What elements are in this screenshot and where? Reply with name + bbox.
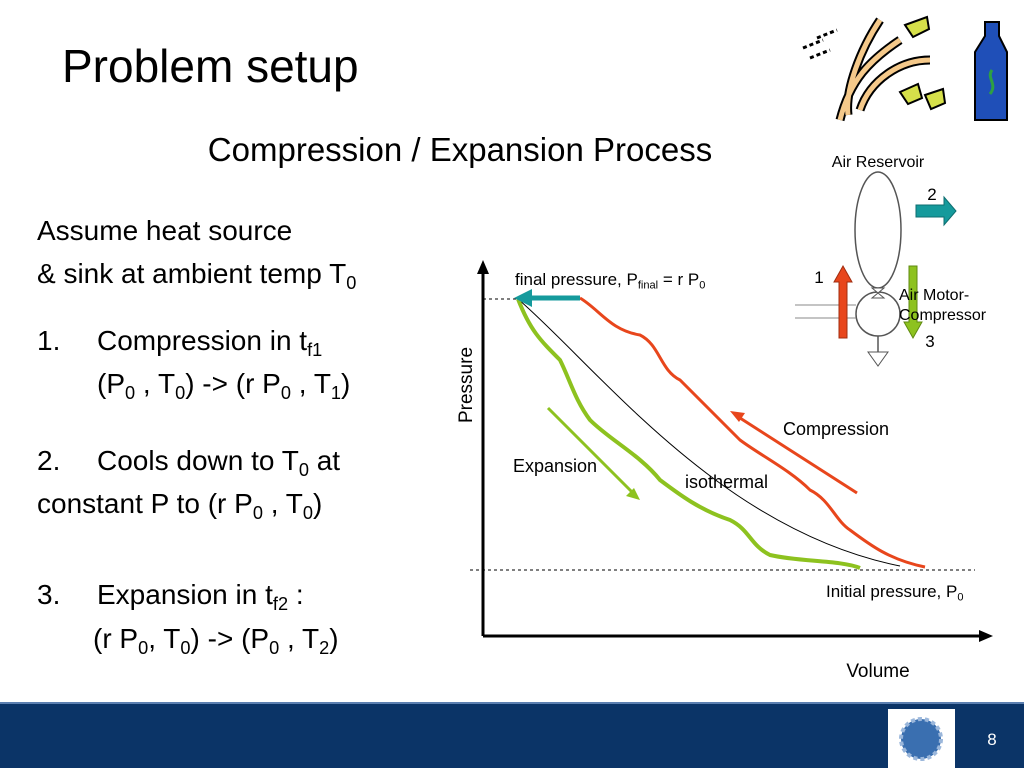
text-run: ) xyxy=(329,623,338,654)
text-run: ) xyxy=(341,368,350,399)
item-line: constant P to (r P0 , T0) xyxy=(37,488,322,523)
x-axis-label: Volume xyxy=(846,661,909,682)
text-run: Compression in t xyxy=(97,325,307,356)
motor-label: Compressor xyxy=(899,307,987,324)
motor-label: Air Motor- xyxy=(899,287,969,304)
text-run: (r P xyxy=(93,623,138,654)
initial-pressure-label: Initial pressure, P0 xyxy=(826,582,964,604)
item-line: Expansion in tf2 : xyxy=(97,579,304,614)
subscript: 0 xyxy=(957,592,963,604)
subscript: 0 xyxy=(699,280,705,292)
item-number: 1. xyxy=(37,325,60,356)
subscript: 0 xyxy=(281,383,291,403)
subscript: 0 xyxy=(303,503,313,523)
text-run: , T xyxy=(279,623,319,654)
text-run: ) -> (r P xyxy=(185,368,281,399)
text-run: , T xyxy=(135,368,175,399)
subscript: 2 xyxy=(319,638,329,658)
item-line: Compression in tf1 xyxy=(97,325,322,360)
pv-diagram: final pressure, Pfinal = r P0 Initial pr… xyxy=(456,260,993,682)
page-number: 8 xyxy=(987,730,996,749)
item-line: (P0 , T0) -> (r P0 , T1) xyxy=(97,368,350,403)
flow-label: 2 xyxy=(927,185,936,204)
slide-subtitle: Compression / Expansion Process xyxy=(208,131,712,168)
text-run: , T xyxy=(291,368,331,399)
item-line: Cools down to T0 at xyxy=(97,445,340,480)
text-run: : xyxy=(288,579,304,610)
subscript: 0 xyxy=(299,460,309,480)
subscript: 1 xyxy=(331,383,341,403)
text-run: Assume heat source xyxy=(37,215,292,246)
clipart xyxy=(802,15,1008,122)
y-axis-label: Pressure xyxy=(456,347,477,423)
compression-label: Compression xyxy=(783,419,889,439)
isothermal-label: isothermal xyxy=(685,472,768,492)
subscript: f1 xyxy=(307,340,322,360)
item-number: 2. xyxy=(37,445,60,476)
footer: 8 xyxy=(0,702,1024,768)
item-number: 3. xyxy=(37,579,60,610)
text-run: Expansion in t xyxy=(97,579,273,610)
subscript: 0 xyxy=(346,273,356,293)
final-pressure-label: final pressure, Pfinal = r P0 xyxy=(515,270,705,292)
expansion-label: Expansion xyxy=(513,456,597,476)
text-run: & sink at ambient temp T xyxy=(37,258,346,289)
reservoir-schematic: Air Reservoir 2 1 Air Motor- Compressor … xyxy=(795,154,987,367)
subscript: 0 xyxy=(138,638,148,658)
flow-label: 3 xyxy=(925,332,934,351)
intro-line: & sink at ambient temp T0 xyxy=(37,258,356,293)
intro-line: Assume heat source xyxy=(37,215,292,246)
text-run: Initial pressure, P xyxy=(826,582,957,601)
text-run: , T xyxy=(263,488,303,519)
text-run: at xyxy=(309,445,340,476)
subscript: f2 xyxy=(273,594,288,614)
text-run: Cools down to T xyxy=(97,445,299,476)
slide-title: Problem setup xyxy=(62,40,359,92)
text-run: final pressure, P xyxy=(515,270,638,289)
text-run: ) xyxy=(313,488,322,519)
text-run: ) -> (P xyxy=(191,623,270,654)
text-run: = r P xyxy=(658,270,699,289)
subscript: 0 xyxy=(269,638,279,658)
text-run: (P xyxy=(97,368,125,399)
subscript: 0 xyxy=(180,638,190,658)
text-run: constant P to (r P xyxy=(37,488,253,519)
subscript: final xyxy=(638,280,658,292)
item-line: (r P0, T0) -> (P0 , T2) xyxy=(93,623,339,658)
subscript: 0 xyxy=(253,503,263,523)
reservoir-title: Air Reservoir xyxy=(832,154,925,171)
flow-label: 1 xyxy=(814,268,823,287)
text-run: , T xyxy=(148,623,180,654)
body-text: Assume heat source & sink at ambient tem… xyxy=(37,215,356,658)
subscript: 0 xyxy=(175,383,185,403)
subscript: 0 xyxy=(125,383,135,403)
